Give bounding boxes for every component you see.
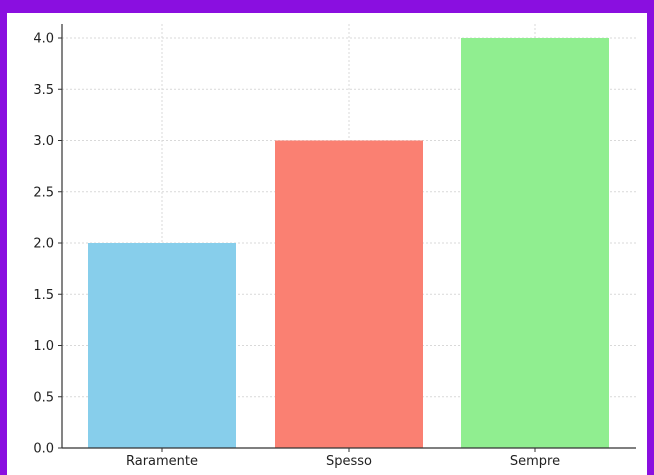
y-tick-label: 0.0	[33, 442, 54, 457]
y-tick-label: 0.5	[33, 390, 54, 405]
y-tick-label: 2.0	[33, 237, 54, 252]
axes	[58, 24, 636, 452]
bar-spesso	[275, 140, 423, 448]
bars	[88, 38, 609, 448]
bar-sempre	[461, 38, 609, 448]
x-tick-label: Sempre	[510, 454, 560, 469]
y-tick-labels: 0.0 0.5 1.0 1.5 2.0 2.5 3.0 3.5 4.0	[33, 32, 54, 457]
y-tick-label: 1.0	[33, 339, 54, 354]
y-tick-label: 3.5	[33, 83, 54, 98]
y-tick-label: 3.0	[33, 134, 54, 149]
y-tick-label: 1.5	[33, 288, 54, 303]
y-tick-label: 4.0	[33, 32, 54, 47]
bar-raramente	[88, 243, 236, 448]
y-tick-label: 2.5	[33, 185, 54, 200]
x-tick-labels: Raramente Spesso Sempre	[126, 454, 560, 469]
x-tick-label: Spesso	[326, 454, 372, 469]
x-tick-label: Raramente	[126, 454, 198, 469]
